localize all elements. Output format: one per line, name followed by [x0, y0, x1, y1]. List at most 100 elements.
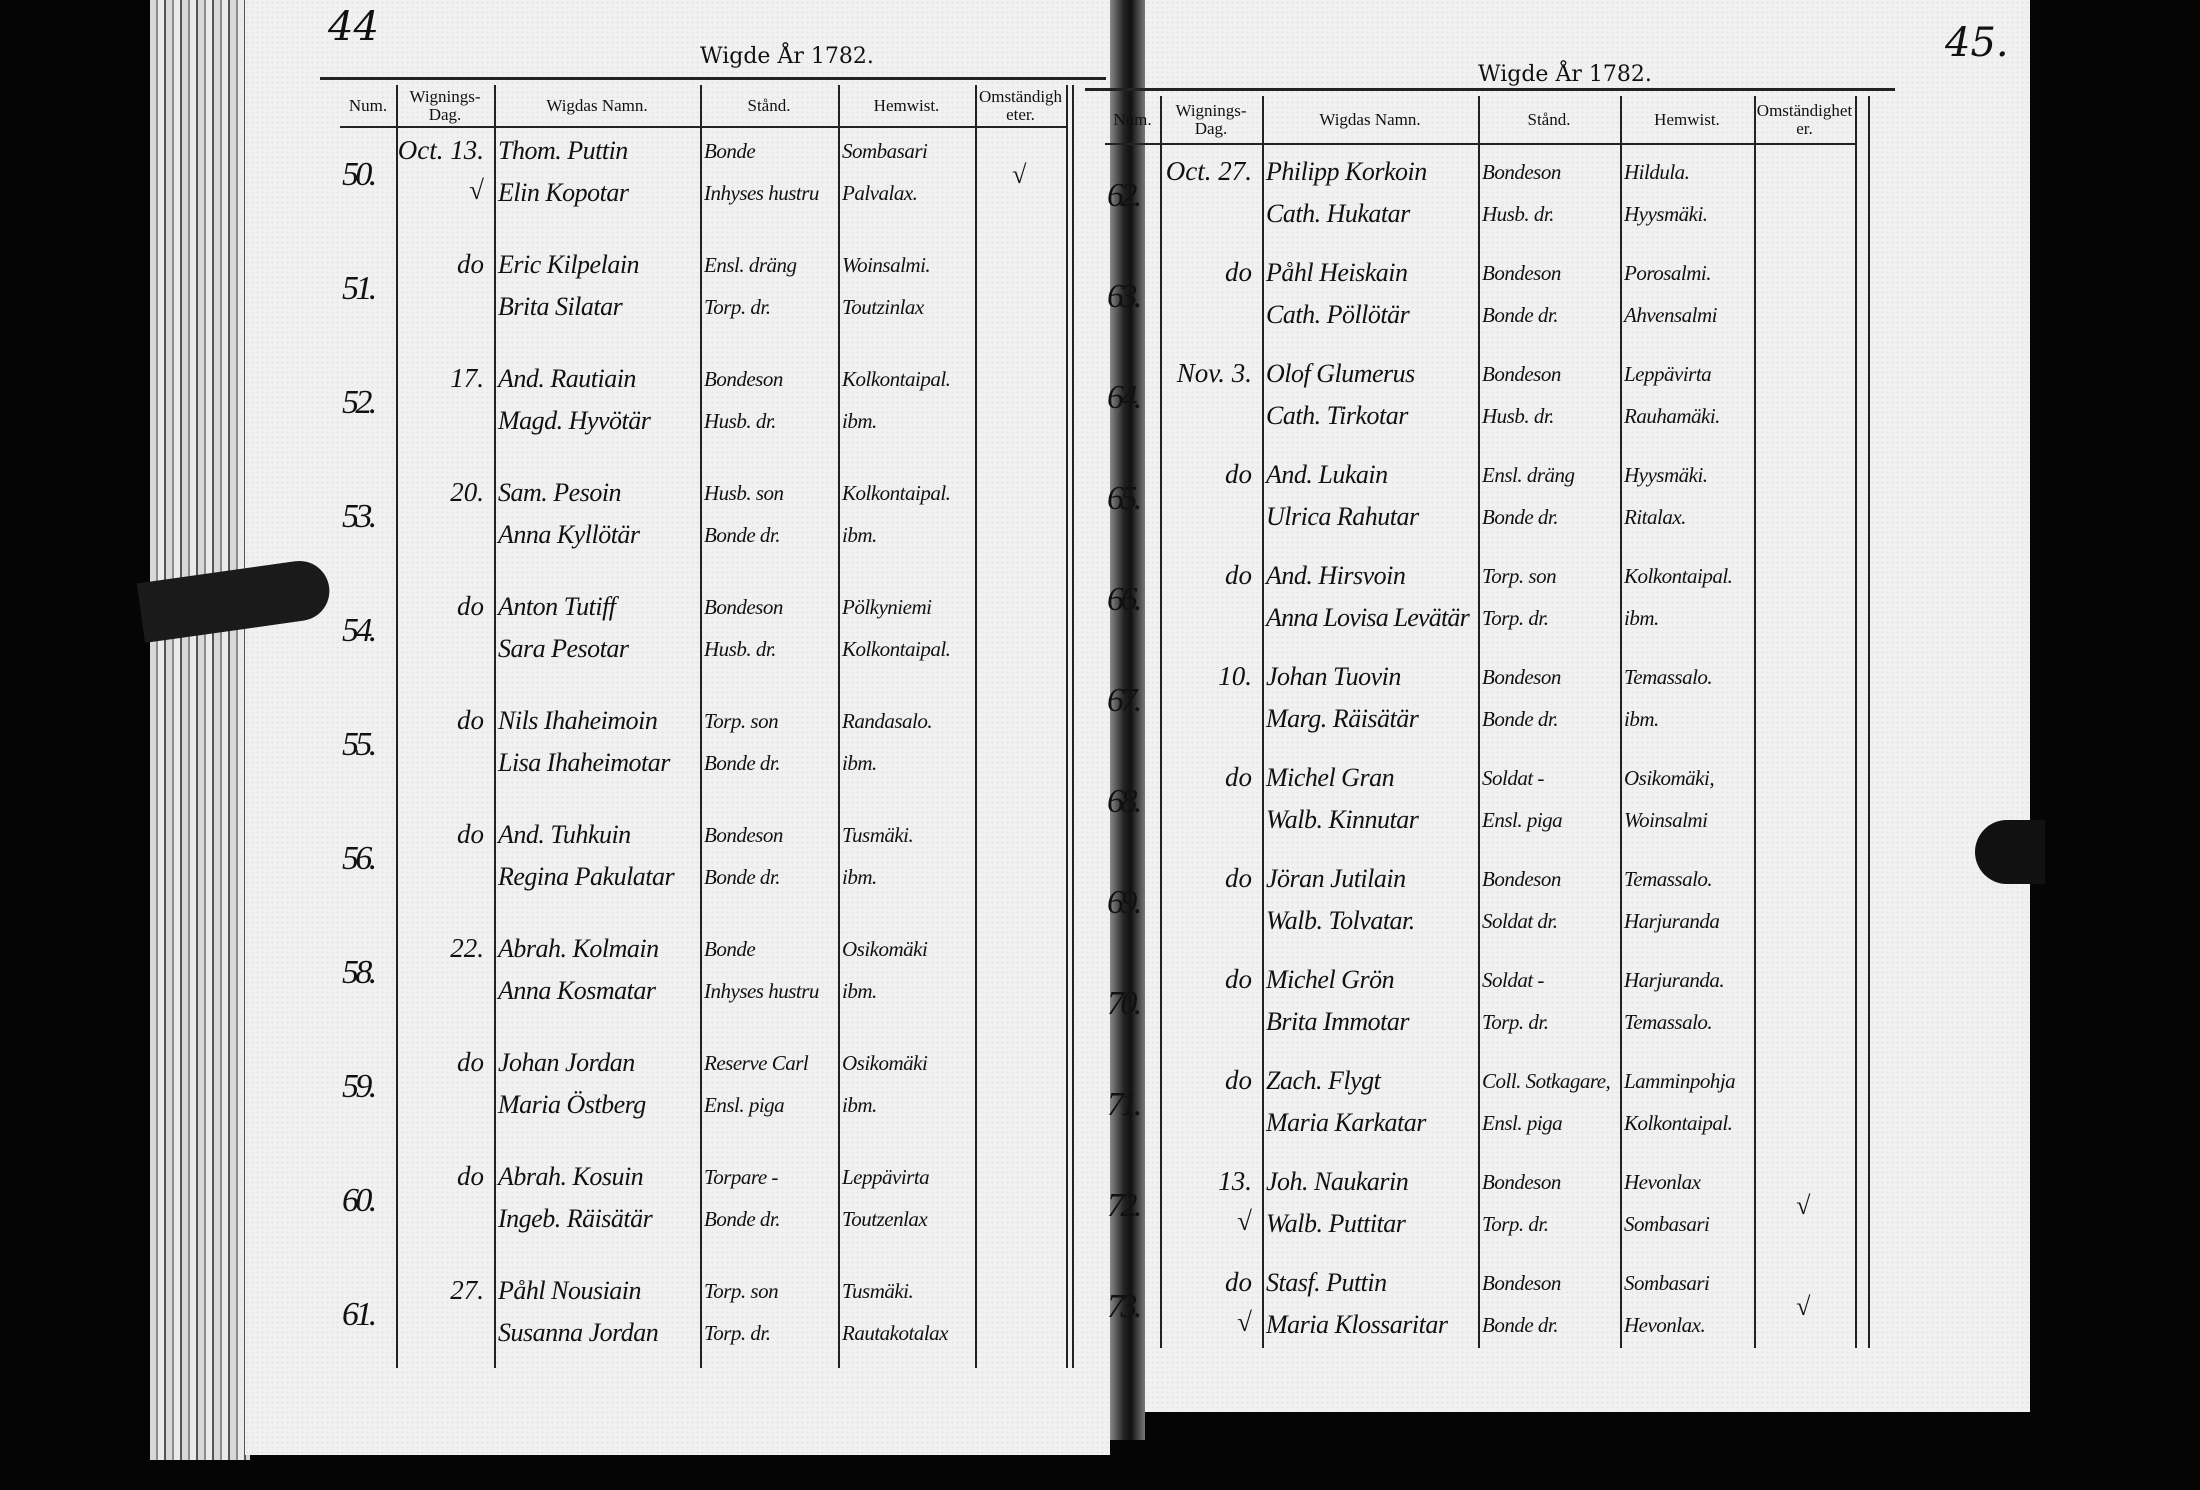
namn-cell: And. Rautiain Magd. Hyvötär [494, 358, 694, 448]
wedding-day: do [1225, 257, 1252, 287]
social-status: Ensl. piga [1482, 1111, 1563, 1135]
spouse-name: Brita Silatar [498, 292, 623, 321]
spouse-name: Cath. Pöllötär [1266, 300, 1410, 329]
wedding-date: 20. [396, 472, 488, 562]
residence: ibm. [842, 979, 877, 1003]
wedding-date: do [1160, 1060, 1256, 1150]
column-header-label: Wignings-Dag. [409, 86, 481, 124]
spouse-name: Anna Kosmatar [498, 976, 656, 1005]
wedding-date: do [396, 1042, 488, 1132]
column-header-namn: Wigdas Namn. [494, 85, 700, 126]
social-status: Inhyses hustru [704, 181, 819, 205]
remarks [975, 1156, 1060, 1246]
register-entry: 70. do Michel Grön Brita Immotar Soldat - Tor… [1105, 959, 1855, 1049]
entry-number: 62. [1107, 177, 1142, 214]
remarks [975, 244, 1060, 334]
entry-number: 53. [342, 498, 377, 535]
entry-number: 63. [1107, 278, 1142, 315]
hemwist-cell: Osikomäki, Woinsalmi [1620, 757, 1748, 847]
entry-number: 65. [1107, 480, 1142, 517]
remarks [975, 586, 1060, 676]
residence: Tusmäki. [842, 823, 914, 847]
stand-cell: Bonde Inhyses hustru [700, 928, 832, 1018]
column-header-omst: Omständigheter. [975, 85, 1066, 126]
wedding-day: do [1225, 560, 1252, 590]
spouse-name: Maria Klossaritar [1266, 1310, 1448, 1339]
wedding-day: 10. [1218, 661, 1252, 691]
column-rule [1855, 96, 1857, 1348]
social-status: Bonde dr. [1482, 303, 1559, 327]
spouse-name: Regina Pakulatar [498, 862, 675, 891]
spouse-name: Elin Kopotar [498, 178, 629, 207]
spouse-name: Påhl Heiskain [1266, 258, 1408, 287]
wedding-day: 27. [450, 1275, 484, 1305]
remarks [975, 700, 1060, 790]
social-status: Bonde dr. [1482, 707, 1559, 731]
namn-cell: Michel Grön Brita Immotar [1262, 959, 1472, 1049]
spouse-name: Eric Kilpelain [498, 250, 640, 279]
social-status: Bondeson [1482, 261, 1561, 285]
column-header-hemwist: Hemwist. [838, 85, 975, 126]
wedding-day: do [457, 1161, 484, 1191]
register-entry: 58. 22. Abrah. Kolmain Anna Kosmatar Bonde In… [340, 928, 1066, 1018]
social-status: Husb. son [704, 481, 784, 505]
spouse-name: Maria Karkatar [1266, 1108, 1426, 1137]
residence: ibm. [842, 865, 877, 889]
stand-cell: Bondeson Soldat dr. [1478, 858, 1614, 948]
spouse-name: Susanna Jordan [498, 1318, 659, 1347]
hemwist-cell: Harjuranda. Temassalo. [1620, 959, 1748, 1049]
social-status: Bonde dr. [704, 523, 781, 547]
social-status: Torp. son [704, 1279, 779, 1303]
social-status: Bondeson [1482, 867, 1561, 891]
hemwist-cell: Lamminpohja Kolkontaipal. [1620, 1060, 1748, 1150]
residence: Randasalo. [842, 709, 933, 733]
hemwist-cell: Tusmäki. ibm. [838, 814, 969, 904]
page-title: Wigde År 1782. [700, 44, 874, 69]
spouse-name: Sam. Pesoin [498, 478, 622, 507]
residence: Lamminpohja [1624, 1069, 1736, 1093]
residence: Osikomäki [842, 1051, 928, 1075]
spouse-name: And. Tuhkuin [498, 820, 631, 849]
residence: Rauhamäki. [1624, 404, 1720, 428]
column-header-num: Num. [1105, 96, 1160, 143]
wedding-day: 20. [450, 477, 484, 507]
header-top-rule [1085, 88, 1895, 91]
namn-cell: Michel Gran Walb. Kinnutar [1262, 757, 1472, 847]
spouse-name: And. Rautiain [498, 364, 636, 393]
remarks [1754, 454, 1849, 544]
residence: Harjuranda. [1624, 968, 1725, 992]
spouse-name: Abrah. Kosuin [498, 1162, 644, 1191]
column-header-label: Stånd. [747, 95, 791, 115]
wedding-day: do [457, 249, 484, 279]
remarks [975, 814, 1060, 904]
spouse-name: Walb. Kinnutar [1266, 805, 1419, 834]
wedding-date: do [396, 586, 488, 676]
column-rule [975, 85, 977, 1368]
wedding-day: do [1225, 762, 1252, 792]
wedding-date: do √ [1160, 1262, 1256, 1352]
social-status: Soldat - [1482, 968, 1544, 992]
stand-cell: Bondeson Bonde dr. [1478, 1262, 1614, 1352]
hemwist-cell: Porosalmi. Ahvensalmi [1620, 252, 1748, 342]
social-status: Bondeson [1482, 665, 1561, 689]
residence: Osikomäki [842, 937, 928, 961]
register-entry: 52. 17. And. Rautiain Magd. Hyvötär Bondeson… [340, 358, 1066, 448]
spouse-name: Påhl Nousiain [498, 1276, 642, 1305]
social-status: Husb. dr. [704, 637, 776, 661]
remarks [975, 358, 1060, 448]
social-status: Torp. son [704, 709, 779, 733]
register-entry: 68. do Michel Gran Walb. Kinnutar Soldat - En… [1105, 757, 1855, 847]
spouse-name: Thom. Puttin [498, 136, 628, 165]
entry-number: 69. [1107, 884, 1142, 921]
column-header-label: Hemwist. [873, 95, 940, 115]
stand-cell: Bondeson Torp. dr. [1478, 1161, 1614, 1251]
wedding-date: Nov. 3. [1160, 353, 1256, 443]
column-header-dag: Wignings-Dag. [396, 85, 494, 126]
stand-cell: Bonde Inhyses hustru [700, 130, 832, 220]
remarks [1754, 353, 1849, 443]
spouse-name: Sara Pesotar [498, 634, 629, 663]
column-header-stand: Stånd. [700, 85, 838, 126]
residence: Kolkontaipal. [842, 481, 951, 505]
wedding-date: do [1160, 555, 1256, 645]
social-status: Torp. dr. [704, 295, 771, 319]
